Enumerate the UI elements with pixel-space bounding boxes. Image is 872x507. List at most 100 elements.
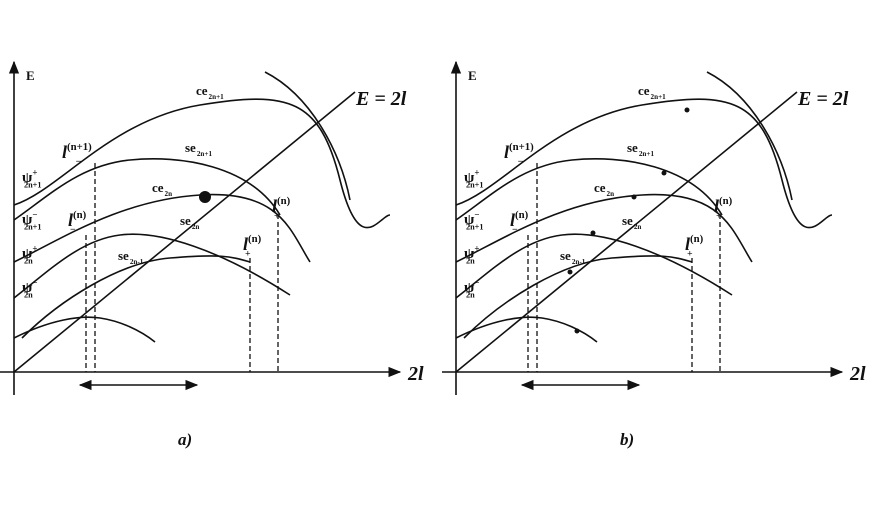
label: ψ− 2n+1 [22, 209, 42, 231]
label-sub: 2n+1 [24, 180, 42, 189]
label-sub: − [76, 156, 82, 167]
point [684, 107, 690, 113]
label-base: ψ [22, 212, 33, 228]
y-axis-label: E [26, 68, 35, 83]
label-sub: 2n [466, 290, 475, 299]
label-base: l [243, 234, 248, 254]
label-sub: 2n [634, 223, 642, 231]
label-sub: 2n+1 [466, 222, 484, 231]
label-base: se [180, 213, 191, 228]
label-sup: (n+1) [509, 141, 534, 153]
label: ψ− 2n [22, 277, 37, 299]
label: l(n) − [510, 209, 529, 235]
curve [706, 71, 793, 201]
label-base: ψ [464, 170, 475, 186]
label: se2n+1 [185, 140, 212, 158]
label-base: ψ [22, 246, 33, 262]
label: ψ− 2n [464, 277, 479, 299]
label-base: ψ [22, 280, 33, 296]
label: l(n) + [272, 195, 291, 221]
label-base: se [627, 140, 638, 155]
label-base: ce [196, 83, 208, 98]
label-sup: (n) [515, 209, 529, 221]
curve [264, 71, 351, 201]
line-label: E = 2l [355, 88, 407, 110]
label: ce2n+1 [638, 83, 666, 101]
curve [21, 255, 251, 339]
label-sup: + [32, 243, 37, 253]
label-sup: − [32, 277, 37, 287]
label-sub: 2n-1 [572, 258, 586, 266]
label-base: se [185, 140, 196, 155]
label-base: ψ [464, 280, 475, 296]
label-sup: − [474, 277, 479, 287]
label: se2n-1 [118, 248, 144, 266]
label-sub: 2n [24, 290, 33, 299]
label-sub: 2n [607, 190, 615, 198]
label-base: l [68, 210, 73, 230]
line-e-2l [455, 91, 798, 373]
label: ce2n+1 [196, 83, 224, 101]
label-base: l [504, 142, 509, 162]
label-sub: 2n+1 [639, 150, 655, 158]
label-base: se [118, 248, 129, 263]
label-sup: (n+1) [67, 141, 92, 153]
label: ψ+ 2n+1 [464, 167, 484, 189]
label-sub: + [716, 210, 722, 221]
curve [13, 193, 311, 263]
label-sup: + [474, 243, 479, 253]
label-sup: (n) [277, 195, 291, 207]
label-base: ψ [22, 170, 33, 186]
label-sub: − [70, 224, 76, 235]
caption: a) [178, 430, 192, 449]
label-base: l [685, 234, 690, 254]
line-e-2l [13, 91, 356, 373]
point [631, 194, 637, 200]
label: ce2n [594, 180, 614, 198]
y-axis-label: E [468, 68, 477, 83]
label: l(n) + [243, 233, 262, 259]
curve [463, 255, 693, 339]
label-sub: + [274, 210, 280, 221]
curve [455, 158, 723, 221]
label-sub: 2n [165, 190, 173, 198]
label-sub: + [245, 248, 251, 259]
label: l(n) − [68, 209, 87, 235]
curve [455, 233, 733, 299]
point [661, 170, 667, 176]
point [590, 230, 596, 236]
curve [13, 98, 391, 229]
label-base: se [622, 213, 633, 228]
label-base: l [272, 196, 277, 216]
curve [455, 316, 598, 343]
label: se2n [622, 213, 641, 231]
label-sup: − [474, 209, 479, 219]
label: ψ− 2n+1 [464, 209, 484, 231]
label-sup: − [32, 209, 37, 219]
label-base: l [510, 210, 515, 230]
label-sub: 2n-1 [130, 258, 144, 266]
label-sub: − [518, 156, 524, 167]
label: ψ+ 2n [464, 243, 479, 265]
label-base: ce [594, 180, 606, 195]
label: se2n+1 [627, 140, 654, 158]
label-base: ψ [464, 212, 475, 228]
label-base: ce [152, 180, 164, 195]
label: se2n-1 [560, 248, 586, 266]
label-sup: (n) [73, 209, 87, 221]
label-sup: (n) [248, 233, 262, 245]
label: ψ+ 2n [22, 243, 37, 265]
label: ce2n [152, 180, 172, 198]
label: l(n) + [685, 233, 704, 259]
label-sup: (n) [719, 195, 733, 207]
label-sub: + [687, 248, 693, 259]
label-base: ψ [464, 246, 475, 262]
label-base: l [62, 142, 67, 162]
point [574, 328, 580, 334]
caption: b) [620, 430, 634, 449]
label-sub: 2n [192, 223, 200, 231]
label-base: ce [638, 83, 650, 98]
curve [13, 158, 281, 221]
